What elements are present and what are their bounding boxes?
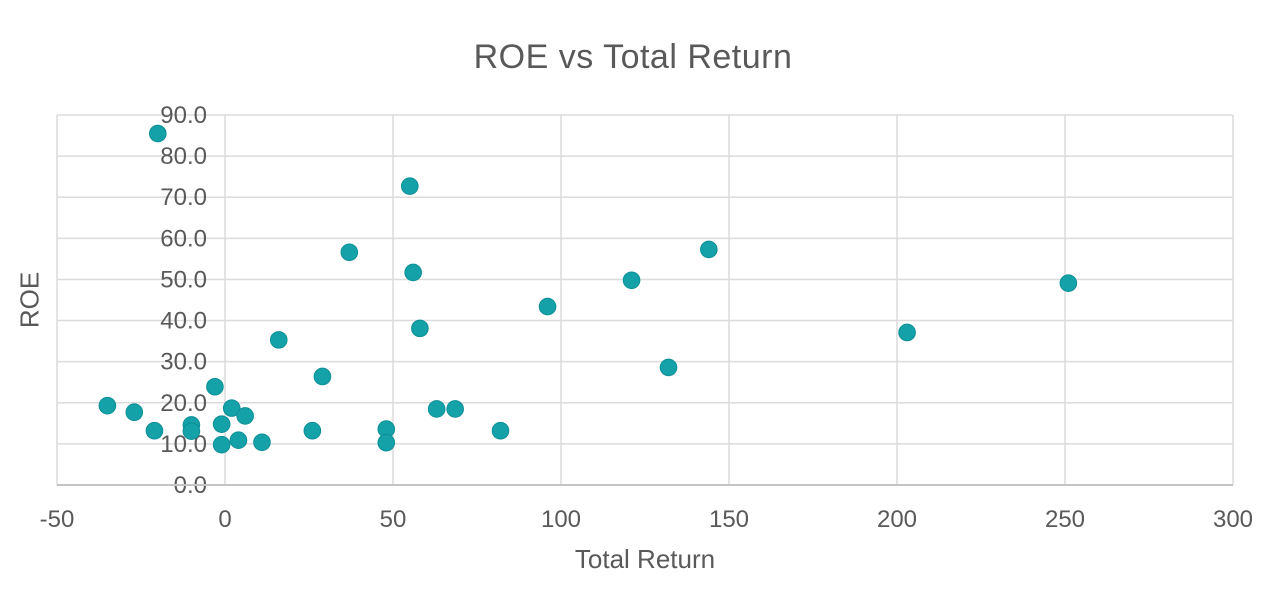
data-point	[538, 297, 557, 316]
data-point	[303, 421, 322, 440]
data-point	[253, 433, 271, 452]
y-tick-label: 80.0	[160, 143, 207, 170]
data-point	[182, 422, 201, 440]
data-point	[98, 396, 117, 415]
data-point	[491, 421, 510, 440]
x-tick-label: 50	[380, 506, 407, 533]
data-point	[659, 358, 678, 377]
y-axis-title: ROE	[14, 271, 45, 329]
x-tick-label: 150	[709, 506, 749, 533]
data-point	[269, 331, 288, 349]
data-point	[622, 271, 641, 290]
data-point	[145, 421, 164, 440]
x-axis-title: Total Return	[574, 544, 716, 574]
data-point	[340, 243, 359, 262]
y-tick-label: 70.0	[160, 184, 207, 211]
x-tick-label: 250	[1045, 506, 1085, 533]
data-point	[404, 263, 422, 282]
x-tick-label: 0	[218, 506, 231, 533]
data-point	[898, 323, 916, 342]
data-point	[377, 433, 396, 452]
data-point	[427, 400, 446, 418]
data-point	[212, 415, 231, 433]
data-point	[229, 431, 248, 449]
data-point	[222, 399, 241, 417]
data-point	[313, 367, 332, 386]
x-tick-label: -50	[40, 506, 75, 533]
y-tick-label: 40.0	[160, 308, 207, 335]
data-point	[125, 403, 144, 422]
x-tick-label: 100	[541, 506, 581, 533]
x-tick-label: 200	[877, 506, 917, 533]
data-point	[236, 407, 254, 425]
data-point	[206, 377, 224, 396]
data-point	[700, 240, 718, 259]
y-tick-label: 10.0	[160, 431, 207, 458]
data-point	[1059, 274, 1078, 292]
y-tick-label: 50.0	[160, 266, 207, 293]
y-tick-label: 60.0	[160, 225, 207, 252]
data-point	[411, 319, 429, 338]
y-tick-label: 20.0	[160, 390, 207, 417]
data-point	[401, 177, 419, 195]
data-point	[149, 124, 167, 143]
y-tick-label: 30.0	[160, 349, 207, 376]
chart-title: ROE vs Total Return	[473, 38, 793, 76]
data-point	[446, 400, 464, 418]
y-tick-label: 90.0	[160, 102, 207, 129]
data-point	[212, 435, 231, 454]
x-tick-label: 300	[1213, 506, 1253, 533]
